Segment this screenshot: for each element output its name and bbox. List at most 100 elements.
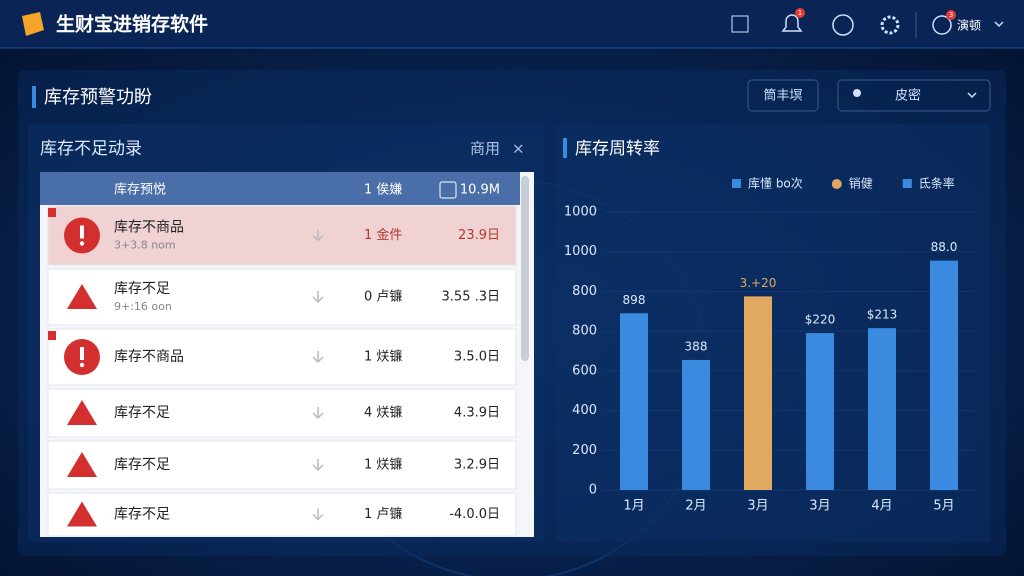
down-arrow <box>312 459 324 472</box>
user-icon <box>853 89 861 97</box>
warning-icon <box>67 452 97 477</box>
badge <box>946 10 956 20</box>
cell-name: 库存不足 <box>114 405 170 421</box>
value-label: 88.0 <box>931 240 958 254</box>
profile-icon[interactable] <box>832 14 854 36</box>
list-row[interactable] <box>47 492 517 537</box>
y-tick-label: 400 <box>572 403 597 418</box>
button[interactable] <box>747 79 819 112</box>
legend-label: 氐条率 <box>919 176 955 191</box>
cell-quantity: 1 卢镰 <box>364 506 402 522</box>
chevron <box>967 92 977 99</box>
y-tick-label: 1000 <box>564 244 597 259</box>
menu-icon[interactable] <box>731 15 749 33</box>
x-tick-label: 5月 <box>933 499 954 514</box>
y-tick-label: 200 <box>572 443 597 458</box>
error-icon-dot <box>79 362 85 368</box>
logo <box>22 12 44 36</box>
list-action[interactable]: 商用 <box>470 140 500 158</box>
list-row[interactable] <box>47 328 517 386</box>
error-icon-mark <box>80 225 84 239</box>
chart-title: 库存周转率 <box>575 139 660 159</box>
badge-text: 3 <box>949 11 953 19</box>
error-icon-mark <box>80 347 84 360</box>
cell-quantity: 1 俟嫌 <box>364 183 402 198</box>
error-icon-dot <box>79 241 85 246</box>
accent <box>563 138 567 158</box>
flag <box>48 331 56 340</box>
down-arrow <box>312 229 324 242</box>
down-arrow <box>312 407 324 420</box>
bar <box>868 328 896 490</box>
bar <box>744 296 772 490</box>
app-title: 生财宝进销存软件 <box>56 13 208 36</box>
legend-swatch <box>902 179 912 188</box>
bar <box>930 260 958 490</box>
y-tick-label: 0 <box>589 483 597 498</box>
legend-swatch <box>831 179 842 189</box>
settings-icon[interactable] <box>880 15 900 35</box>
cell-amount: 23.9日 <box>458 228 500 243</box>
value-label: 388 <box>685 339 708 353</box>
x-tick-label: 4月 <box>871 499 892 514</box>
dropdown-label[interactable]: 皮密 <box>895 88 921 104</box>
y-tick-label: 800 <box>572 284 597 299</box>
cell-name: 库存不商品 <box>114 349 184 365</box>
flag <box>48 208 56 217</box>
list-row[interactable] <box>47 205 517 266</box>
legend-label: 销健 <box>849 177 873 191</box>
warning-icon <box>67 400 97 425</box>
cell-name: 库存预悦 <box>114 182 166 198</box>
cell-quantity: 1 烪镰 <box>364 457 402 473</box>
cell-amount: 3.55 .3日 <box>442 290 500 305</box>
list-row[interactable] <box>47 440 517 490</box>
bell-icon[interactable] <box>781 14 803 32</box>
cell-name: 库存不足 <box>114 281 170 297</box>
panel-title: 库存预警功盼 <box>44 87 152 108</box>
list-row[interactable] <box>47 388 517 438</box>
cell-name: 库存不商品 <box>114 220 184 236</box>
warning-icon <box>67 501 97 527</box>
accent <box>32 86 36 108</box>
cell-quantity: 1 烪镰 <box>364 349 402 365</box>
cell-quantity: 0 卢镰 <box>364 289 402 305</box>
bar <box>620 313 648 490</box>
user-icon[interactable] <box>932 15 952 35</box>
close-button[interactable]: × <box>512 140 525 158</box>
list-title: 库存不足动录 <box>40 139 142 159</box>
badge <box>795 8 805 18</box>
legend-label: 库懂 bo次 <box>748 176 803 191</box>
chevron <box>994 21 1004 28</box>
badge-text: 1 <box>798 9 802 17</box>
button-label[interactable]: 筒丰塓 <box>763 88 802 104</box>
user-name[interactable]: 演顿 <box>957 18 981 33</box>
cell-quantity: 1 金件 <box>364 227 402 243</box>
cell-amount: 10.9M <box>460 183 500 198</box>
legend-swatch <box>732 179 741 188</box>
calendar-icon <box>439 181 457 199</box>
list-header <box>40 172 520 205</box>
scrollbar[interactable] <box>521 176 529 361</box>
cell-amount: 3.2.9日 <box>454 458 500 473</box>
value-label: $220 <box>805 313 836 327</box>
warning-icon <box>67 284 97 309</box>
down-arrow <box>312 508 324 521</box>
dropdown[interactable] <box>837 79 991 112</box>
x-tick-label: 1月 <box>623 499 644 514</box>
value-label: 898 <box>623 293 646 307</box>
bar <box>806 333 834 490</box>
cell-sub: 3+3.8 nom <box>114 239 176 252</box>
y-tick-label: 1000 <box>564 205 597 220</box>
cell-sub: 9+:16 oon <box>114 300 172 313</box>
x-tick-label: 3月 <box>747 499 768 514</box>
value-label: $213 <box>867 308 898 322</box>
x-tick-label: 3月 <box>809 499 830 514</box>
x-tick-label: 2月 <box>685 499 706 514</box>
list-row[interactable] <box>47 268 517 326</box>
bar <box>682 359 710 490</box>
cell-amount: 3.5.0日 <box>454 350 500 365</box>
y-tick-label: 600 <box>572 363 597 378</box>
cell-name: 库存不足 <box>114 507 170 523</box>
